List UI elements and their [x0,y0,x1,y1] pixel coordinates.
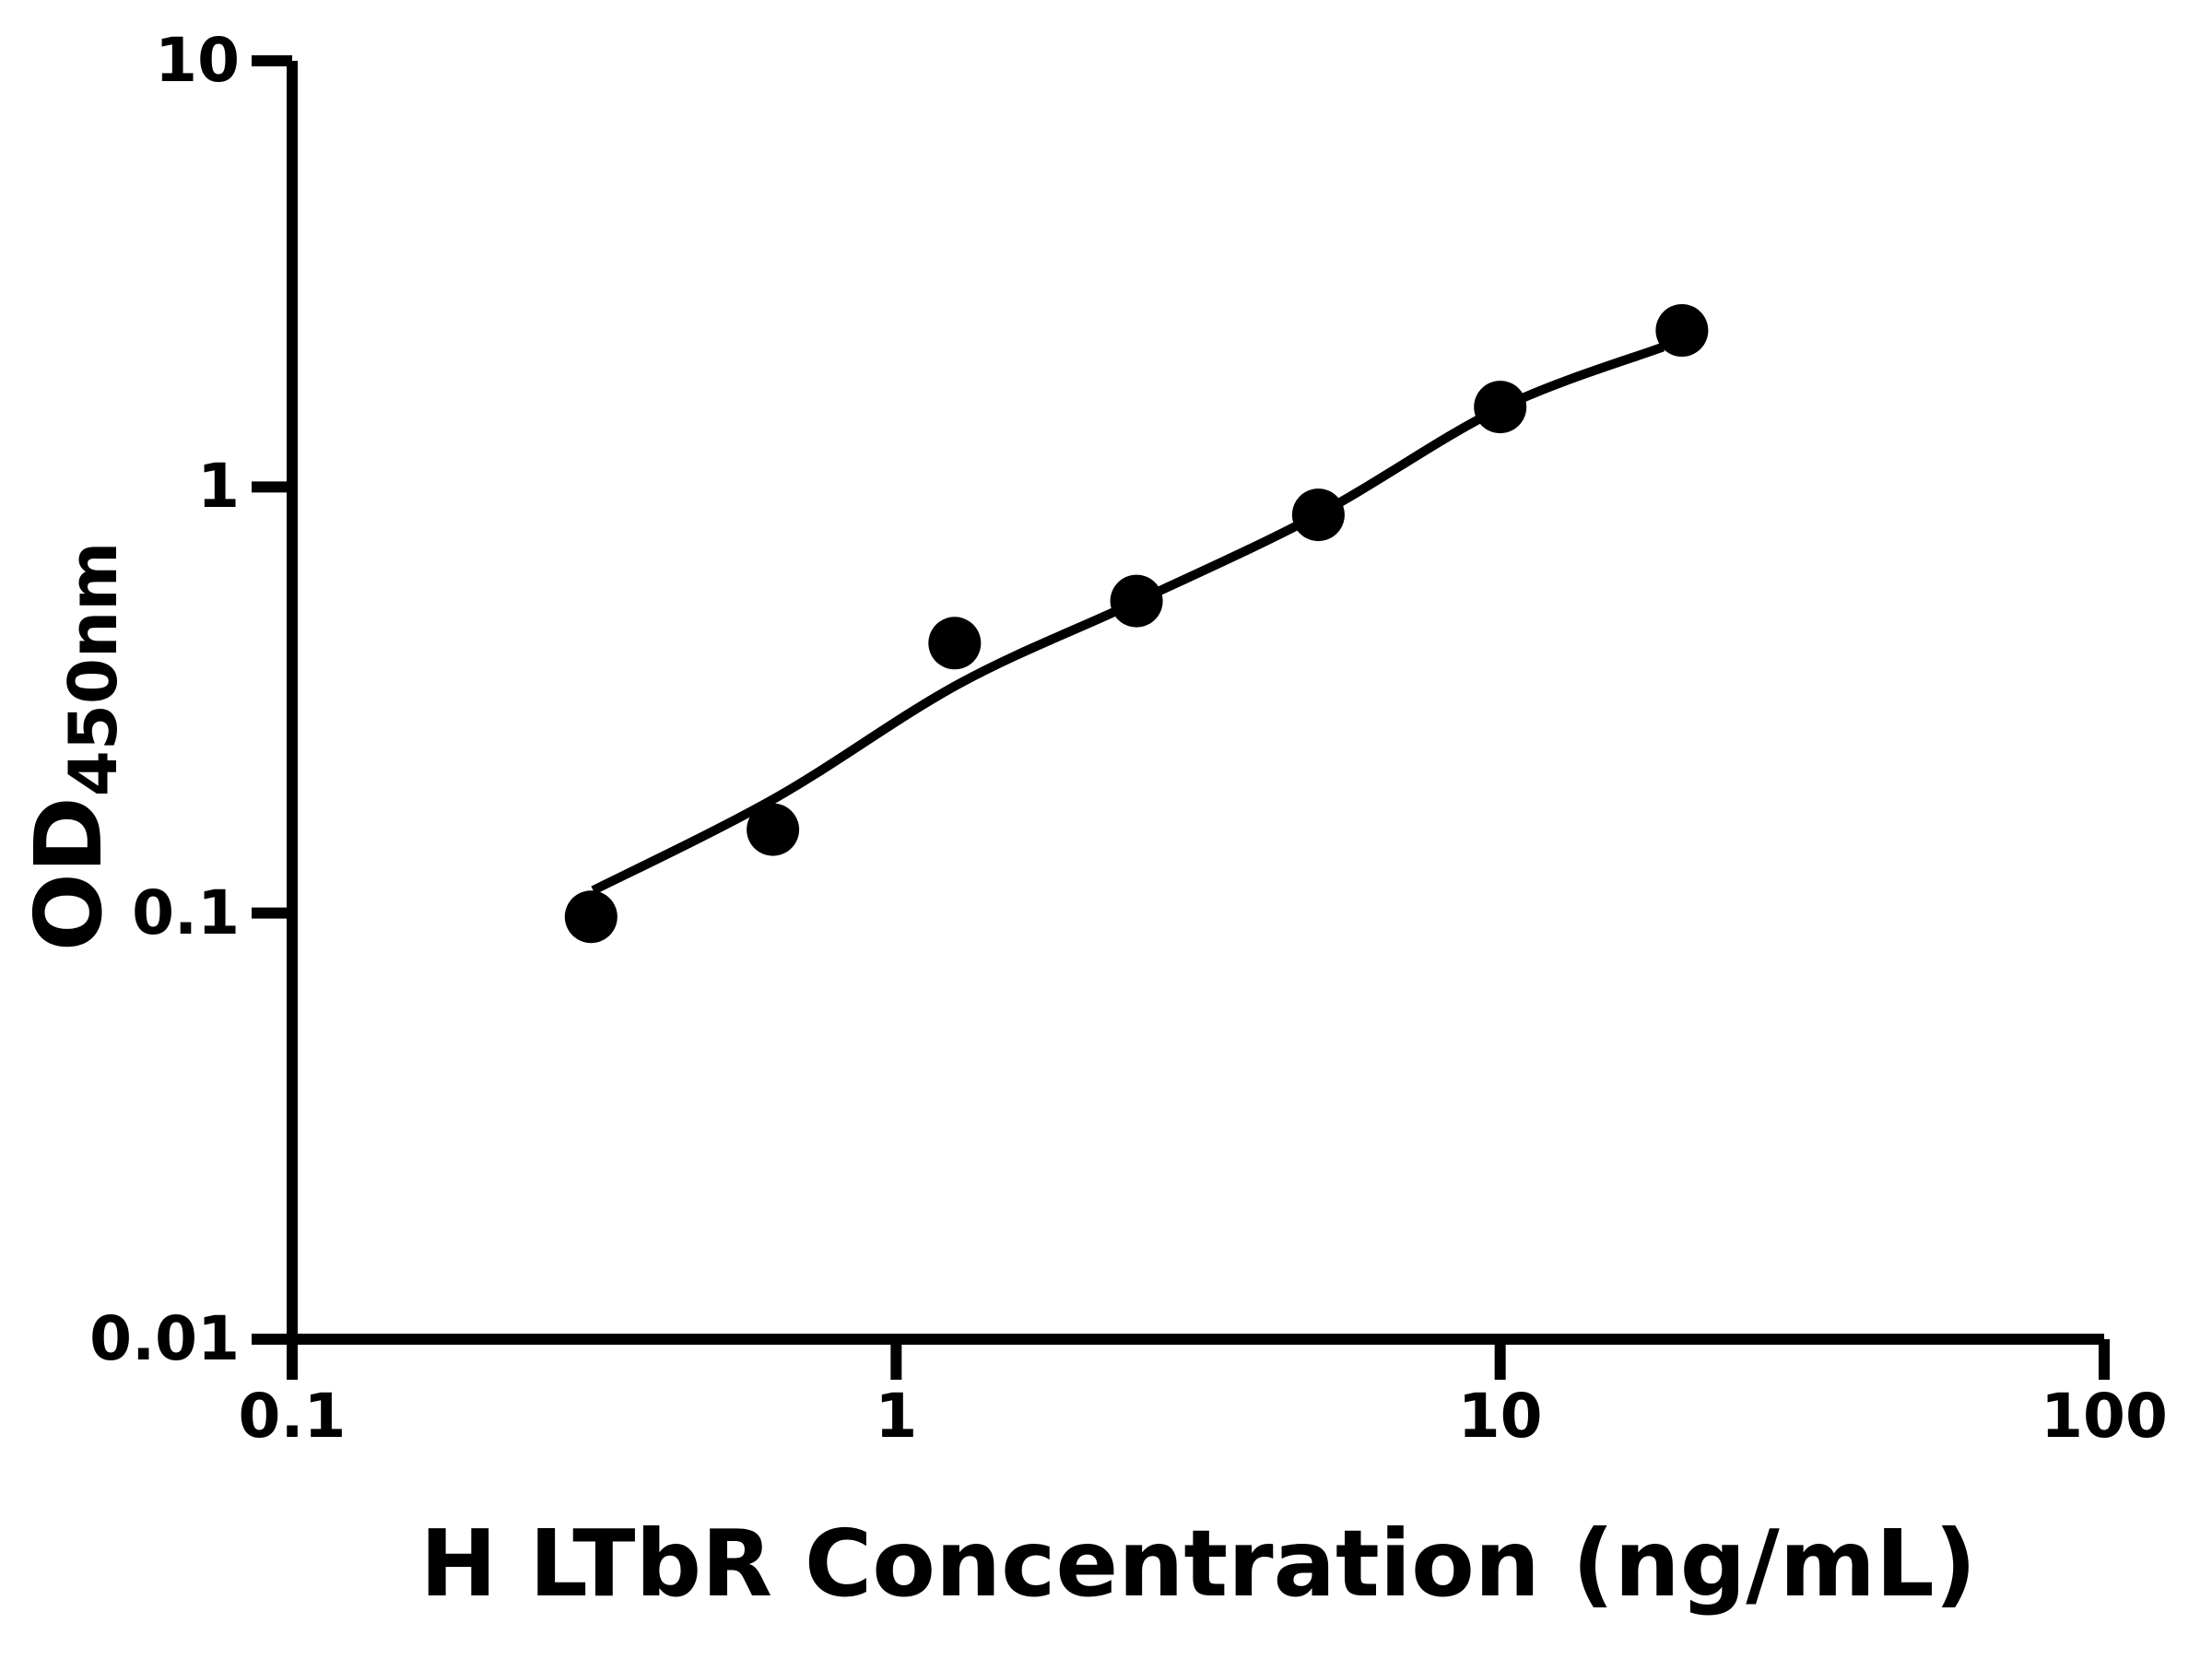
x-tick-label-1: 1 [875,1381,918,1452]
data-point [1110,574,1163,628]
y-tick-label-1: 1 [197,451,240,523]
y-tick-label-10: 10 [155,25,240,96]
y-axis-title-subscript: 450nm [54,541,133,797]
axis-spines [287,61,2104,1345]
data-point [747,803,800,856]
x-tick-label-0p1: 0.1 [238,1381,347,1452]
data-point [1655,304,1709,357]
data-point [928,617,982,670]
y-tick-label-0p1: 0.1 [132,877,240,948]
data-point [1291,488,1345,542]
x-tick-label-100: 100 [2041,1381,2168,1452]
data-point [564,890,618,944]
y-axis-title: OD450nm [14,541,144,952]
y-axis-title-main: OD [14,796,123,952]
x-tick-label-10: 10 [1457,1381,1543,1452]
y-tick-label-0p01: 0.01 [89,1303,240,1374]
x-axis-title: H LTbR Concentration (ng/mL) [419,1510,1977,1618]
data-point [1474,381,1527,434]
